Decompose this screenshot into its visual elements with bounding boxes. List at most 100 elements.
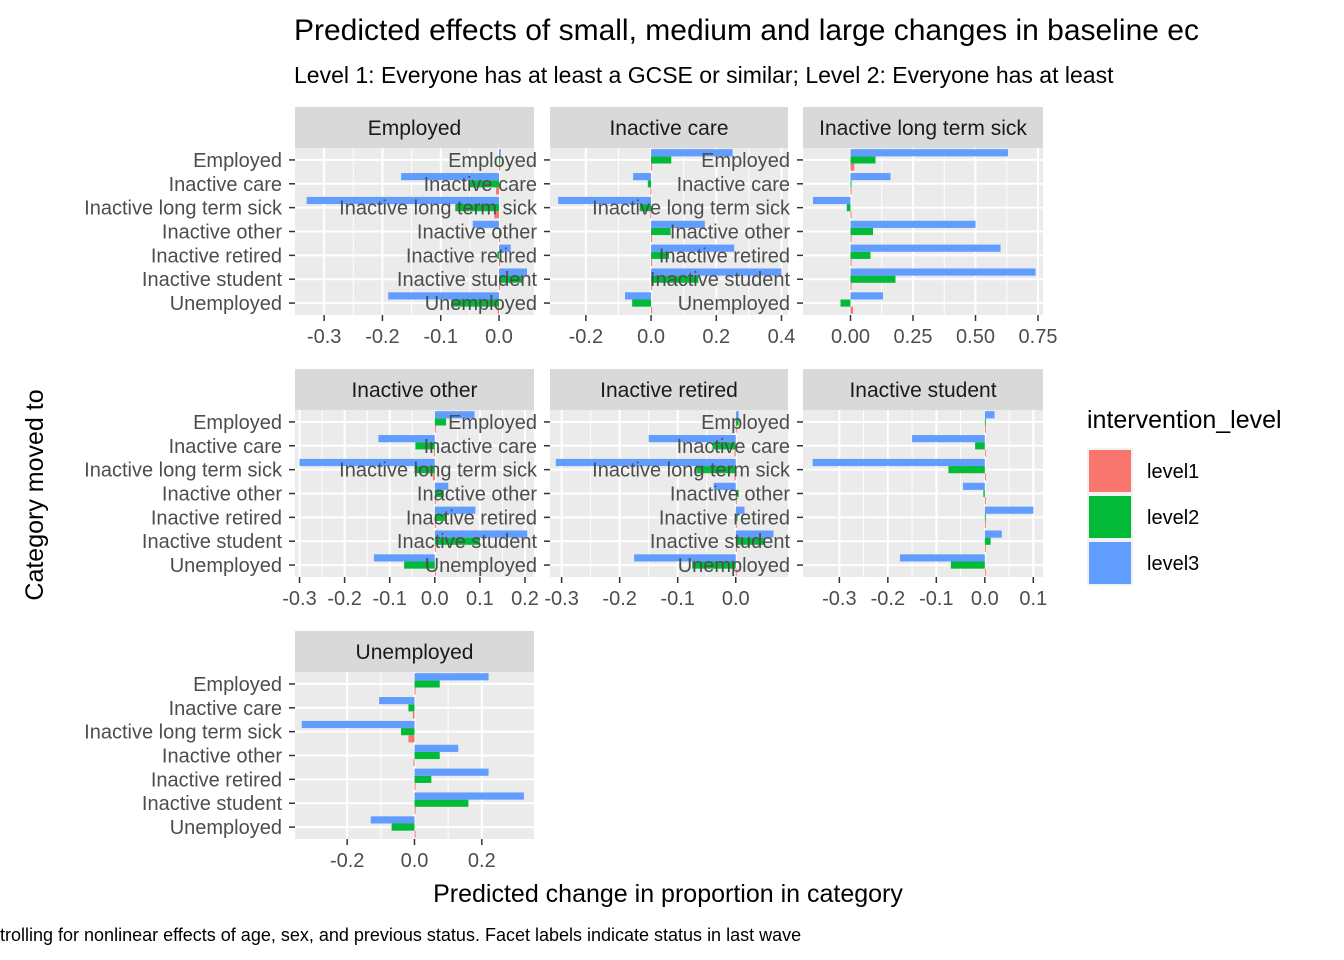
facet-strip — [803, 107, 1043, 148]
x-tick-label: 0.0 — [421, 588, 449, 610]
x-axis-title: Predicted change in proportion in catego… — [433, 880, 903, 908]
y-tick-label: Inactive retired — [659, 245, 790, 267]
facet-label: Inactive other — [351, 379, 477, 402]
bar-level1 — [494, 211, 500, 219]
bar-level2 — [846, 204, 851, 212]
y-tick-label: Inactive student — [397, 531, 538, 553]
bar-level3 — [735, 411, 739, 419]
bar-level1 — [735, 520, 737, 529]
bar-level1 — [434, 497, 436, 505]
bar-level2 — [850, 251, 871, 259]
bar-level1 — [850, 258, 852, 267]
facet-panel: Inactive other -0.3 -0.2 -0.1 0.0 0.1 0.2 Unemp… — [84, 369, 539, 610]
y-tick-label: Inactive long term sick — [339, 198, 538, 220]
y-tick-label: Inactive long term sick — [84, 460, 283, 482]
x-tick-label: -0.1 — [423, 326, 457, 348]
bar-level3 — [633, 173, 652, 181]
bar-level2 — [692, 561, 736, 569]
y-tick-label: Inactive student — [650, 269, 791, 291]
x-tick-label: -0.2 — [330, 850, 364, 872]
legend-label: level2 — [1147, 507, 1199, 529]
facet-strip — [803, 369, 1043, 410]
bar-level1 — [408, 735, 415, 743]
legend-swatch-level1 — [1089, 450, 1131, 492]
bar-level2 — [735, 537, 765, 545]
x-tick-label: 0.2 — [468, 850, 496, 872]
y-tick-label: Inactive retired — [406, 245, 537, 267]
bar-level2 — [651, 251, 669, 259]
facet-label: Employed — [368, 117, 461, 140]
bar-level3 — [899, 554, 985, 562]
bar-level3 — [379, 697, 415, 705]
bar-level1 — [735, 497, 737, 505]
legend-label: level3 — [1147, 553, 1199, 575]
bar-level2 — [651, 275, 699, 283]
bar-level1 — [850, 235, 852, 243]
bar-level3 — [735, 530, 774, 538]
y-tick-label: Inactive student — [142, 531, 283, 553]
bar-level1 — [650, 187, 652, 195]
y-tick-label: Unemployed — [425, 555, 537, 577]
y-tick-label: Inactive long term sick — [592, 460, 791, 482]
bar-level3 — [812, 458, 985, 467]
bar-level1 — [497, 306, 500, 314]
bar-level1 — [984, 544, 986, 552]
bar-level1 — [735, 544, 737, 552]
y-tick-label: Inactive retired — [151, 769, 282, 791]
bar-level2 — [414, 775, 432, 783]
bar-level3 — [555, 458, 736, 467]
x-tick-label: 0.2 — [702, 326, 730, 348]
bar-level2 — [451, 299, 500, 307]
bar-level2 — [975, 442, 985, 450]
y-tick-label: Unemployed — [678, 555, 790, 577]
x-tick-label: 0.0 — [637, 326, 665, 348]
y-tick-label: Inactive other — [670, 484, 790, 506]
y-tick-label: Inactive student — [142, 793, 283, 815]
bar-level2 — [651, 227, 671, 236]
bar-level1 — [850, 187, 852, 195]
bar-level2 — [499, 156, 501, 164]
y-tick-label: Employed — [193, 412, 282, 434]
facet-panel: Employed-0.3 -0.2 -0.1 0.0UnemployedInactiv… — [84, 107, 534, 348]
y-tick-label: Inactive care — [424, 436, 537, 458]
bar-level2 — [984, 418, 986, 426]
y-axis-title: Category moved to — [21, 389, 49, 600]
bar-level2 — [414, 466, 435, 474]
legend: intervention_level level1 level2 level3 — [1087, 406, 1282, 586]
bar-level1 — [734, 449, 736, 457]
bar-level2 — [469, 180, 500, 188]
y-tick-label: Inactive student — [142, 269, 283, 291]
bar-level3 — [301, 720, 415, 729]
bar-level3 — [735, 506, 745, 514]
bar-level1 — [651, 258, 653, 267]
legend-keys: level1 level2 level3 — [1087, 448, 1199, 586]
facet-panel: Inactive care-0.2 0.0 0.2 0.4UnemployedInac… — [339, 107, 795, 348]
bar-level3 — [850, 292, 883, 300]
bar-level1 — [414, 687, 416, 695]
facet-strip — [550, 107, 788, 148]
bar-level1 — [734, 473, 736, 481]
x-tick-label: -0.1 — [372, 588, 406, 610]
bar-level1 — [432, 473, 435, 481]
bar-level3 — [850, 149, 1008, 157]
bar-level1 — [651, 163, 653, 171]
bar-level2 — [850, 180, 852, 188]
y-tick-label: Inactive long term sick — [84, 722, 283, 744]
facet-strip — [295, 107, 534, 148]
x-tick-label: -0.2 — [569, 326, 603, 348]
legend-title: intervention_level — [1087, 406, 1282, 434]
bar-level2 — [414, 680, 440, 688]
bar-level1 — [434, 425, 436, 433]
bar-level3 — [984, 411, 995, 419]
bar-level3 — [963, 482, 985, 490]
bar-level3 — [378, 435, 435, 443]
bar-level3 — [434, 411, 475, 419]
y-tick-label: Inactive other — [417, 484, 537, 506]
facet-strip — [550, 369, 788, 410]
facet-label: Inactive care — [609, 117, 728, 140]
bar-level3 — [850, 244, 1001, 252]
bar-level1 — [651, 282, 653, 290]
y-tick-label: Inactive other — [162, 484, 282, 506]
